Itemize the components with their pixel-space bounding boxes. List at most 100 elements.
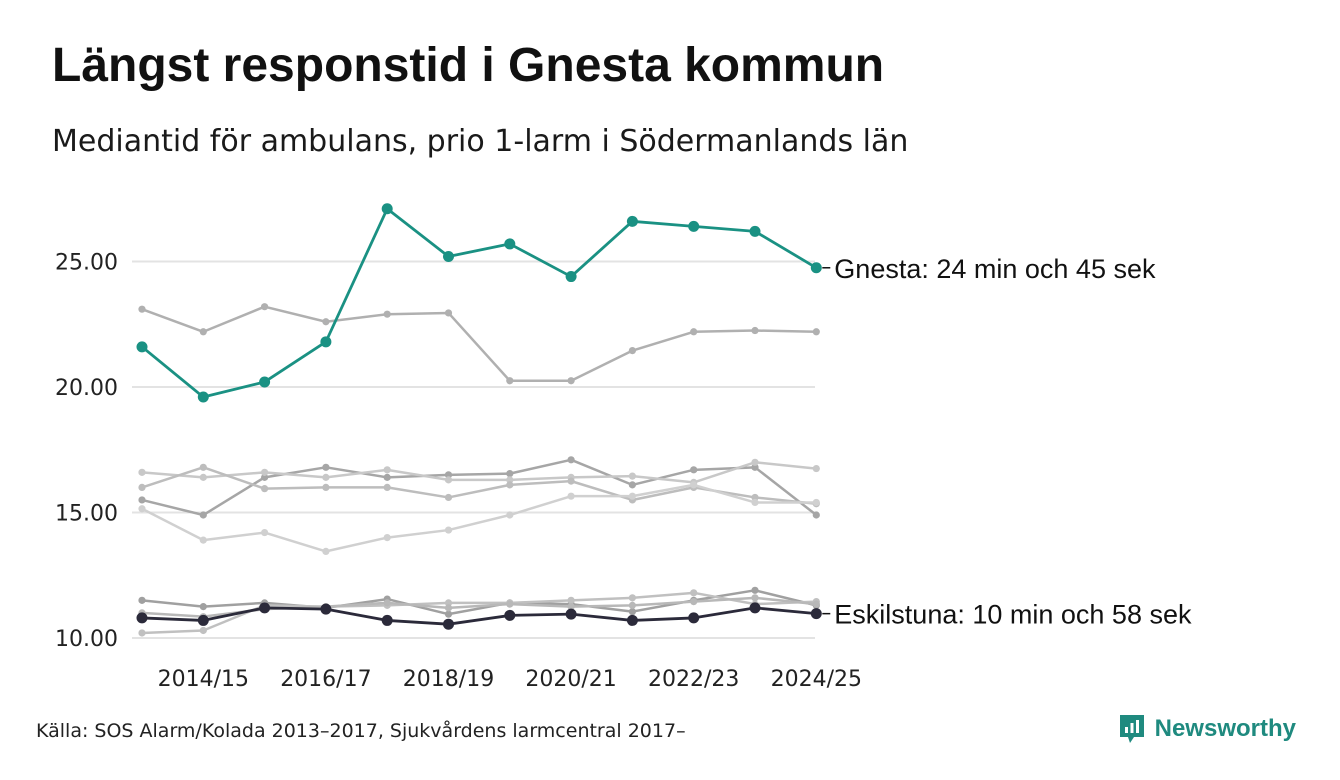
data-point [444, 604, 453, 612]
data-point [381, 203, 393, 215]
data-point [320, 603, 332, 615]
data-point [322, 547, 330, 556]
data-point [443, 250, 454, 262]
data-point [261, 528, 269, 537]
chart-title: Längst responstid i Gnesta kommun [52, 39, 885, 92]
data-point [628, 492, 637, 500]
data-point [322, 463, 330, 471]
brand-logo: Newsworthy [1117, 712, 1296, 746]
data-point [259, 602, 271, 614]
series-line [141, 483, 817, 553]
y-axis: 10.00 15.00 20.00 25.00 [55, 251, 118, 653]
data-point [444, 309, 453, 317]
data-point [197, 391, 209, 403]
x-tick-label: 2014/15 [158, 667, 249, 692]
data-point [567, 603, 575, 611]
data-point [199, 473, 207, 481]
data-point [690, 481, 698, 489]
series-line [141, 458, 818, 517]
data-point [751, 493, 759, 502]
gridlines [132, 260, 815, 639]
series-line [141, 606, 817, 626]
x-axis: 2014/15 2016/17 2018/19 2020/21 2022/23 2024/… [158, 667, 862, 692]
data-point [322, 483, 330, 491]
chart-subtitle: Mediantid för ambulans, prio 1-larm i Sö… [52, 124, 909, 159]
highlight-series-group [136, 203, 822, 630]
data-point [812, 511, 820, 519]
data-point [199, 463, 207, 471]
data-point [322, 473, 330, 481]
data-point [506, 476, 514, 484]
series-eskilstuna [136, 602, 822, 630]
data-point [138, 505, 146, 513]
x-tick-label: 2024/25 [771, 667, 862, 692]
series-kommun-d [138, 463, 820, 508]
data-point [812, 600, 820, 608]
series-line [141, 461, 817, 484]
x-tick-label: 2016/17 [280, 667, 371, 692]
data-point [506, 600, 514, 608]
data-point [138, 468, 146, 476]
y-tick-label: 20.00 [55, 376, 118, 401]
y-tick-label: 15.00 [55, 502, 118, 527]
data-point [199, 603, 207, 611]
data-point [261, 485, 269, 493]
data-point [261, 468, 269, 476]
data-point [751, 586, 759, 594]
data-point [199, 511, 207, 519]
data-point [565, 271, 577, 283]
data-point [504, 238, 516, 250]
data-point [688, 612, 700, 624]
data-point [136, 612, 148, 624]
data-point [199, 626, 207, 635]
series-kommun-e [138, 481, 820, 556]
data-point [383, 599, 391, 607]
newsworthy-logo-icon [1119, 715, 1144, 743]
data-point [749, 225, 761, 237]
data-point [506, 469, 514, 478]
x-tick-label: 2020/21 [525, 667, 616, 692]
series-kommun-b [138, 456, 820, 519]
data-point [506, 511, 514, 519]
data-point [261, 303, 269, 311]
series-kommun-c [138, 458, 820, 486]
data-point [751, 458, 759, 466]
data-point [506, 481, 514, 489]
series-line [141, 589, 817, 616]
data-point [567, 596, 575, 604]
data-point [443, 618, 454, 630]
data-point [136, 341, 148, 353]
data-point [567, 492, 575, 500]
data-point [567, 456, 575, 464]
series-end-label: Eskilstuna: 10 min och 58 sek [834, 600, 1192, 630]
data-point [628, 594, 637, 602]
data-point [690, 598, 698, 606]
data-point [506, 377, 514, 385]
data-point [199, 536, 207, 544]
source-note: Källa: SOS Alarm/Kolada 2013–2017, Sjukv… [36, 720, 686, 742]
data-point [565, 608, 577, 620]
data-point [138, 496, 146, 504]
series-line [141, 466, 817, 505]
data-point [810, 262, 822, 274]
data-point [444, 526, 453, 534]
x-tick-label: 2022/23 [648, 667, 739, 692]
data-point [812, 464, 820, 473]
series-end-label: Gnesta: 24 min och 45 sek [834, 254, 1156, 284]
data-point [690, 466, 698, 474]
data-point [688, 220, 700, 232]
data-point [197, 614, 209, 626]
data-point [444, 471, 453, 479]
data-point [626, 215, 638, 227]
data-point [812, 328, 820, 336]
data-point [504, 609, 516, 621]
data-point [259, 376, 271, 388]
data-point [261, 473, 269, 481]
brand-name: Newsworthy [1154, 715, 1296, 742]
data-point [751, 326, 759, 335]
data-point [444, 610, 453, 618]
y-tick-label: 10.00 [55, 627, 118, 652]
data-point [810, 608, 822, 620]
data-point [628, 601, 637, 609]
data-point [138, 305, 146, 313]
